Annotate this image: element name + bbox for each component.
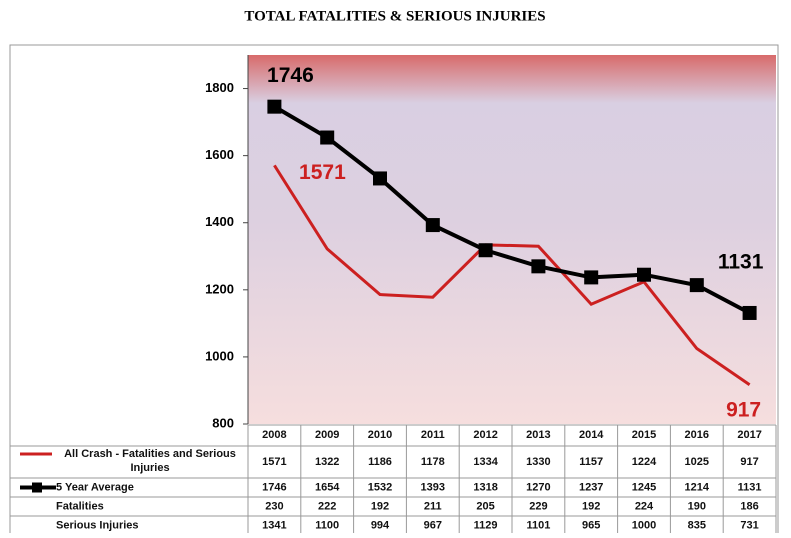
row-header: 5 Year Average <box>56 481 134 493</box>
table-cell: 1157 <box>579 456 603 468</box>
table-cell: 229 <box>529 500 547 512</box>
marker <box>584 270 599 285</box>
x-tick-label: 2013 <box>526 429 550 441</box>
data-label: 1746 <box>267 64 314 87</box>
table-cell: 967 <box>424 519 442 531</box>
table-cell: 224 <box>635 500 654 512</box>
table-cell: 1571 <box>262 456 286 468</box>
marker <box>425 218 440 233</box>
table-cell: 222 <box>318 500 336 512</box>
table-cell: 1654 <box>315 481 340 493</box>
y-tick-label: 1000 <box>205 348 234 363</box>
table-cell: 1393 <box>421 481 445 493</box>
plot-background <box>248 55 776 424</box>
table-cell: 186 <box>740 500 758 512</box>
table-cell: 835 <box>688 519 706 531</box>
table-cell: 731 <box>740 519 758 531</box>
data-label: 917 <box>726 398 761 421</box>
table-cell: 190 <box>688 500 706 512</box>
marker <box>320 130 335 145</box>
table-cell: 1318 <box>473 481 497 493</box>
legend-marker <box>32 482 42 493</box>
x-tick-label: 2016 <box>685 429 709 441</box>
series-line <box>273 104 751 315</box>
x-tick-label: 2009 <box>315 429 339 441</box>
marker <box>689 278 704 293</box>
x-tick-label: 2014 <box>579 429 604 441</box>
table-cell: 1214 <box>685 481 710 493</box>
y-tick-label: 1600 <box>205 147 234 162</box>
marker <box>373 171 387 186</box>
x-tick-label: 2015 <box>632 429 656 441</box>
table-cell: 1224 <box>632 456 657 468</box>
series-line <box>273 164 751 386</box>
table-cell: 1025 <box>685 456 709 468</box>
row-header: All Crash - Fatalities and Serious Injuri… <box>64 448 236 474</box>
table-cell: 230 <box>265 500 283 512</box>
table-cell: 1000 <box>632 519 656 531</box>
table-cell: 965 <box>582 519 600 531</box>
x-tick-label: 2017 <box>737 429 761 441</box>
table-cell: 1101 <box>526 519 550 531</box>
y-tick-label: 1800 <box>205 80 234 95</box>
table-cell: 1746 <box>262 481 286 493</box>
marker <box>742 305 757 320</box>
table-cell: 211 <box>424 500 442 512</box>
table-cell: 994 <box>371 519 390 531</box>
data-label: 1571 <box>299 161 346 184</box>
table-cell: 1341 <box>262 519 286 531</box>
table-cell: 1237 <box>579 481 603 493</box>
table-cell: 1322 <box>315 456 339 468</box>
row-header: Fatalities <box>56 500 104 512</box>
table-cell: 1100 <box>315 519 339 531</box>
table-cell: 192 <box>371 500 389 512</box>
table-cell: 1270 <box>526 481 550 493</box>
y-tick-label: 1200 <box>205 281 234 296</box>
table-cell: 1532 <box>368 481 392 493</box>
row-header: Serious Injuries <box>56 519 139 531</box>
marker <box>267 99 282 114</box>
x-tick-label: 2012 <box>473 429 497 441</box>
marker <box>478 243 493 258</box>
table-cell: 1334 <box>473 456 498 468</box>
x-tick-label: 2010 <box>368 429 392 441</box>
table-cell: 1129 <box>474 519 498 531</box>
table-cell: 1178 <box>421 456 445 468</box>
marker <box>531 259 546 274</box>
table-cell: 205 <box>476 500 494 512</box>
table-cell: 1186 <box>368 456 392 468</box>
table-cell: 1131 <box>738 481 762 493</box>
data-label: 1131 <box>718 251 764 274</box>
table-cell: 917 <box>740 456 758 468</box>
chart-title: TOTAL FATALITIES & SERIOUS INJURIES <box>244 8 545 24</box>
marker <box>637 267 651 282</box>
y-tick-label: 1400 <box>205 214 234 229</box>
table-cell: 192 <box>582 500 600 512</box>
x-tick-label: 2008 <box>262 429 286 441</box>
table-cell: 1245 <box>632 481 656 493</box>
y-tick-label: 800 <box>212 415 234 430</box>
x-tick-label: 2011 <box>421 429 445 441</box>
table-cell: 1330 <box>526 456 550 468</box>
